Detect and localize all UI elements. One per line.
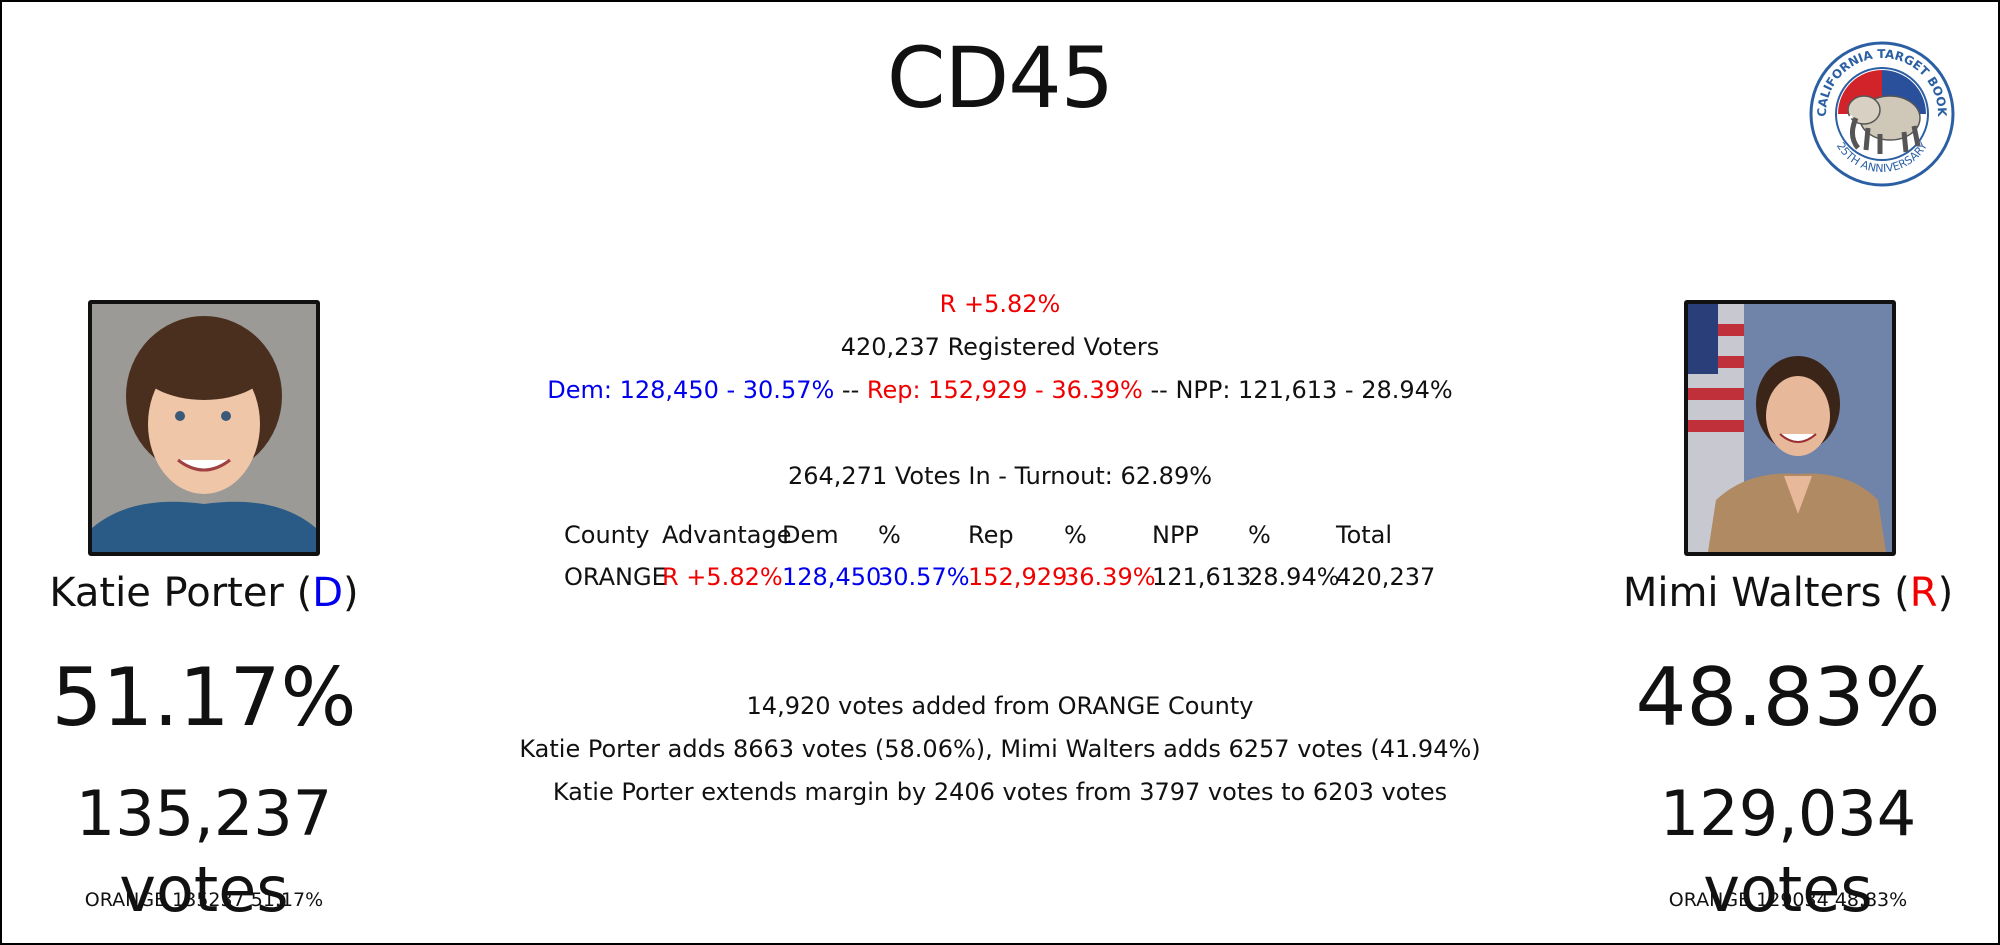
- header-advantage: Advantage: [662, 521, 792, 549]
- registered-voters: 420,237 Registered Voters: [840, 333, 1160, 361]
- header-rep: Rep: [968, 521, 1014, 549]
- candidate-name-right: Mimi Walters (R): [1622, 570, 1954, 616]
- header-dem-pct: %: [878, 521, 901, 549]
- header-rep-pct: %: [1064, 521, 1087, 549]
- cell-dem-pct: 30.57%: [878, 563, 970, 591]
- portrait-woman-icon: [92, 304, 316, 552]
- candidate-photo-right: [1684, 300, 1896, 556]
- candidate-votes-right: 129,034 votes: [1659, 777, 1917, 926]
- candidate-county-line-right: ORANGE 129034 48.83%: [1668, 889, 1908, 911]
- header-dem: Dem: [782, 521, 839, 549]
- candidate-name-left: Katie Porter (D): [49, 570, 359, 616]
- turnout-summary: 264,271 Votes In - Turnout: 62.89%: [787, 462, 1213, 490]
- party-letter-right: R: [1909, 570, 1938, 616]
- target-book-logo: CALIFORNIA TARGET BOOK 25TH ANNIVERSARY: [1808, 40, 1956, 188]
- cell-total: 420,237: [1336, 563, 1436, 591]
- cell-rep-pct: 36.39%: [1064, 563, 1156, 591]
- rep-registration: Rep: 152,929 - 36.39%: [866, 376, 1143, 404]
- candidate-county-line-left: ORANGE 135237 51.17%: [84, 889, 324, 911]
- update-margin: Katie Porter extends margin by 2406 vote…: [552, 778, 1448, 806]
- cell-rep: 152,929: [968, 563, 1068, 591]
- update-votes-added: 14,920 votes added from ORANGE County: [746, 692, 1254, 720]
- cell-npp-pct: 28.94%: [1248, 563, 1340, 591]
- header-npp: NPP: [1152, 521, 1199, 549]
- page-title: CD45: [886, 29, 1114, 127]
- party-letter-left: D: [312, 570, 344, 616]
- cell-dem: 128,450: [782, 563, 882, 591]
- candidate-photo-left: [88, 300, 320, 556]
- cell-npp: 121,613: [1152, 563, 1252, 591]
- dem-registration: Dem: 128,450 - 30.57%: [547, 376, 835, 404]
- portrait-woman-flag-icon: [1688, 304, 1892, 552]
- party-breakdown: Dem: 128,450 - 30.57% -- Rep: 152,929 - …: [547, 376, 1453, 404]
- candidate-votes-left: 135,237 votes: [75, 777, 333, 926]
- cell-advantage: R +5.82%: [662, 563, 783, 591]
- header-total: Total: [1336, 521, 1393, 549]
- elephant-seal-icon: CALIFORNIA TARGET BOOK 25TH ANNIVERSARY: [1809, 41, 1955, 187]
- cell-county: ORANGE: [564, 563, 667, 591]
- npp-registration: NPP: 121,613 - 28.94%: [1175, 376, 1453, 404]
- header-county: County: [564, 521, 650, 549]
- advantage-summary: R +5.82%: [939, 290, 1061, 318]
- update-candidate-adds: Katie Porter adds 8663 votes (58.06%), M…: [519, 735, 1481, 763]
- candidate-percent-left: 51.17%: [51, 651, 357, 744]
- candidate-percent-right: 48.83%: [1635, 651, 1941, 744]
- header-npp-pct: %: [1248, 521, 1271, 549]
